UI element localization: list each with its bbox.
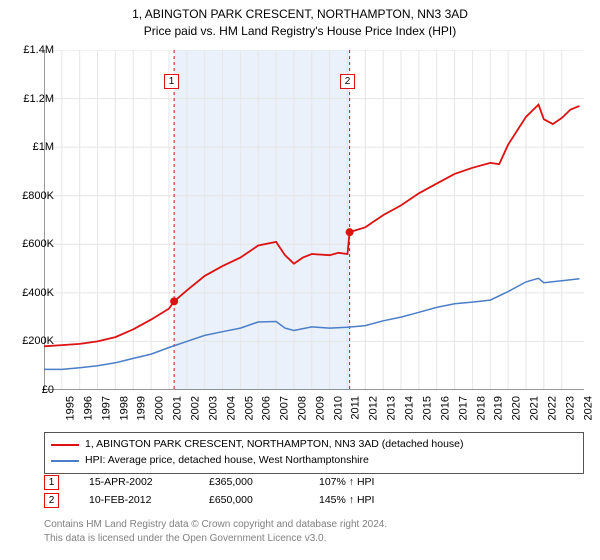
chart-area	[44, 50, 584, 390]
y-tick-label: £400K	[22, 287, 54, 299]
legend-label: HPI: Average price, detached house, West…	[85, 453, 369, 469]
x-tick-label: 2010	[332, 396, 344, 420]
x-tick-label: 2006	[261, 396, 273, 420]
event-marker-icon: 1	[44, 475, 59, 490]
y-tick-label: £800K	[22, 190, 54, 202]
x-tick-label: 2015	[422, 396, 434, 420]
x-tick-label: 2021	[529, 396, 541, 420]
x-tick-label: 2024	[582, 396, 594, 420]
title-line2: Price paid vs. HM Land Registry's House …	[0, 23, 600, 40]
event-marker-icon: 2	[44, 493, 59, 508]
y-tick-label: £200K	[22, 335, 54, 347]
event-pct: 107% ↑ HPI	[319, 474, 409, 492]
x-tick-label: 2011	[349, 396, 361, 420]
chart-svg	[44, 50, 584, 390]
x-tick-label: 2017	[457, 396, 469, 420]
x-tick-label: 2014	[404, 396, 416, 420]
x-tick-label: 2020	[511, 396, 523, 420]
legend: 1, ABINGTON PARK CRESCENT, NORTHAMPTON, …	[44, 432, 584, 474]
footer-line1: Contains HM Land Registry data © Crown c…	[44, 518, 387, 532]
x-tick-label: 2000	[154, 396, 166, 420]
title-line1: 1, ABINGTON PARK CRESCENT, NORTHAMPTON, …	[0, 6, 600, 23]
chart-title: 1, ABINGTON PARK CRESCENT, NORTHAMPTON, …	[0, 0, 600, 40]
x-tick-label: 1996	[82, 396, 94, 420]
events-table: 1 15-APR-2002 £365,000 107% ↑ HPI 2 10-F…	[44, 474, 584, 510]
legend-swatch	[51, 444, 79, 446]
event-date: 15-APR-2002	[89, 474, 179, 492]
legend-row: 1, ABINGTON PARK CRESCENT, NORTHAMPTON, …	[51, 437, 577, 453]
x-tick-label: 2013	[386, 396, 398, 420]
x-tick-label: 2002	[189, 396, 201, 420]
x-tick-label: 1995	[64, 396, 76, 420]
event-price: £365,000	[209, 474, 289, 492]
event-row: 2 10-FEB-2012 £650,000 145% ↑ HPI	[44, 492, 584, 510]
x-tick-label: 2001	[172, 396, 184, 420]
event-pct: 145% ↑ HPI	[319, 492, 409, 510]
x-tick-label: 1997	[100, 396, 112, 420]
x-tick-label: 2003	[207, 396, 219, 420]
x-tick-label: 2018	[475, 396, 487, 420]
footer-line2: This data is licensed under the Open Gov…	[44, 532, 387, 546]
y-tick-label: £1M	[33, 141, 54, 153]
y-tick-label: £600K	[22, 238, 54, 250]
y-tick-label: £1.4M	[23, 44, 54, 56]
legend-swatch	[51, 460, 79, 462]
event-price: £650,000	[209, 492, 289, 510]
x-tick-label: 2012	[368, 396, 380, 420]
x-tick-label: 2022	[546, 396, 558, 420]
x-tick-label: 1998	[118, 396, 130, 420]
x-tick-label: 2007	[279, 396, 291, 420]
y-tick-label: £1.2M	[23, 93, 54, 105]
legend-row: HPI: Average price, detached house, West…	[51, 453, 577, 469]
event-date: 10-FEB-2012	[89, 492, 179, 510]
x-tick-label: 2016	[439, 396, 451, 420]
x-tick-label: 2023	[564, 396, 576, 420]
event-marker-icon: 1	[164, 74, 179, 89]
event-marker-icon: 2	[340, 74, 355, 89]
x-tick-label: 2019	[493, 396, 505, 420]
event-row: 1 15-APR-2002 £365,000 107% ↑ HPI	[44, 474, 584, 492]
legend-label: 1, ABINGTON PARK CRESCENT, NORTHAMPTON, …	[85, 437, 464, 453]
x-tick-label: 2009	[314, 396, 326, 420]
x-tick-label: 1999	[136, 396, 148, 420]
x-tick-label: 2004	[225, 396, 237, 420]
x-tick-label: 2005	[243, 396, 255, 420]
x-tick-label: 2008	[297, 396, 309, 420]
footer: Contains HM Land Registry data © Crown c…	[44, 518, 387, 545]
y-tick-label: £0	[42, 384, 54, 396]
